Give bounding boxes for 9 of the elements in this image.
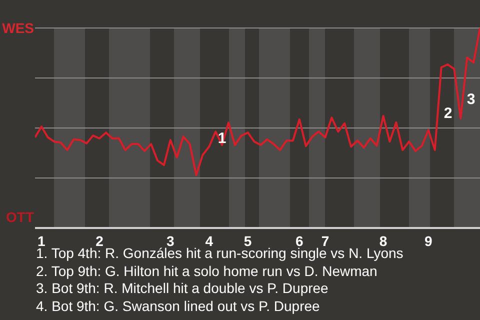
x-tick-label: 9 <box>424 232 433 249</box>
annotation: 2 <box>442 105 454 122</box>
annotation: 3 <box>466 91 476 108</box>
text: OTT <box>5 209 34 225</box>
annotation: 1 <box>216 130 228 147</box>
text: 3. Bot 9th: R. Mitchell hit a double vs P. Dupree <box>36 280 330 298</box>
text: WES <box>1 20 34 36</box>
text: 4. Bot 9th: G. Swanson lined out vs P. Dupree <box>36 298 321 315</box>
text: 2. Top 9th: G. Hilton hit a solo home run vs D. Newman <box>36 262 378 280</box>
